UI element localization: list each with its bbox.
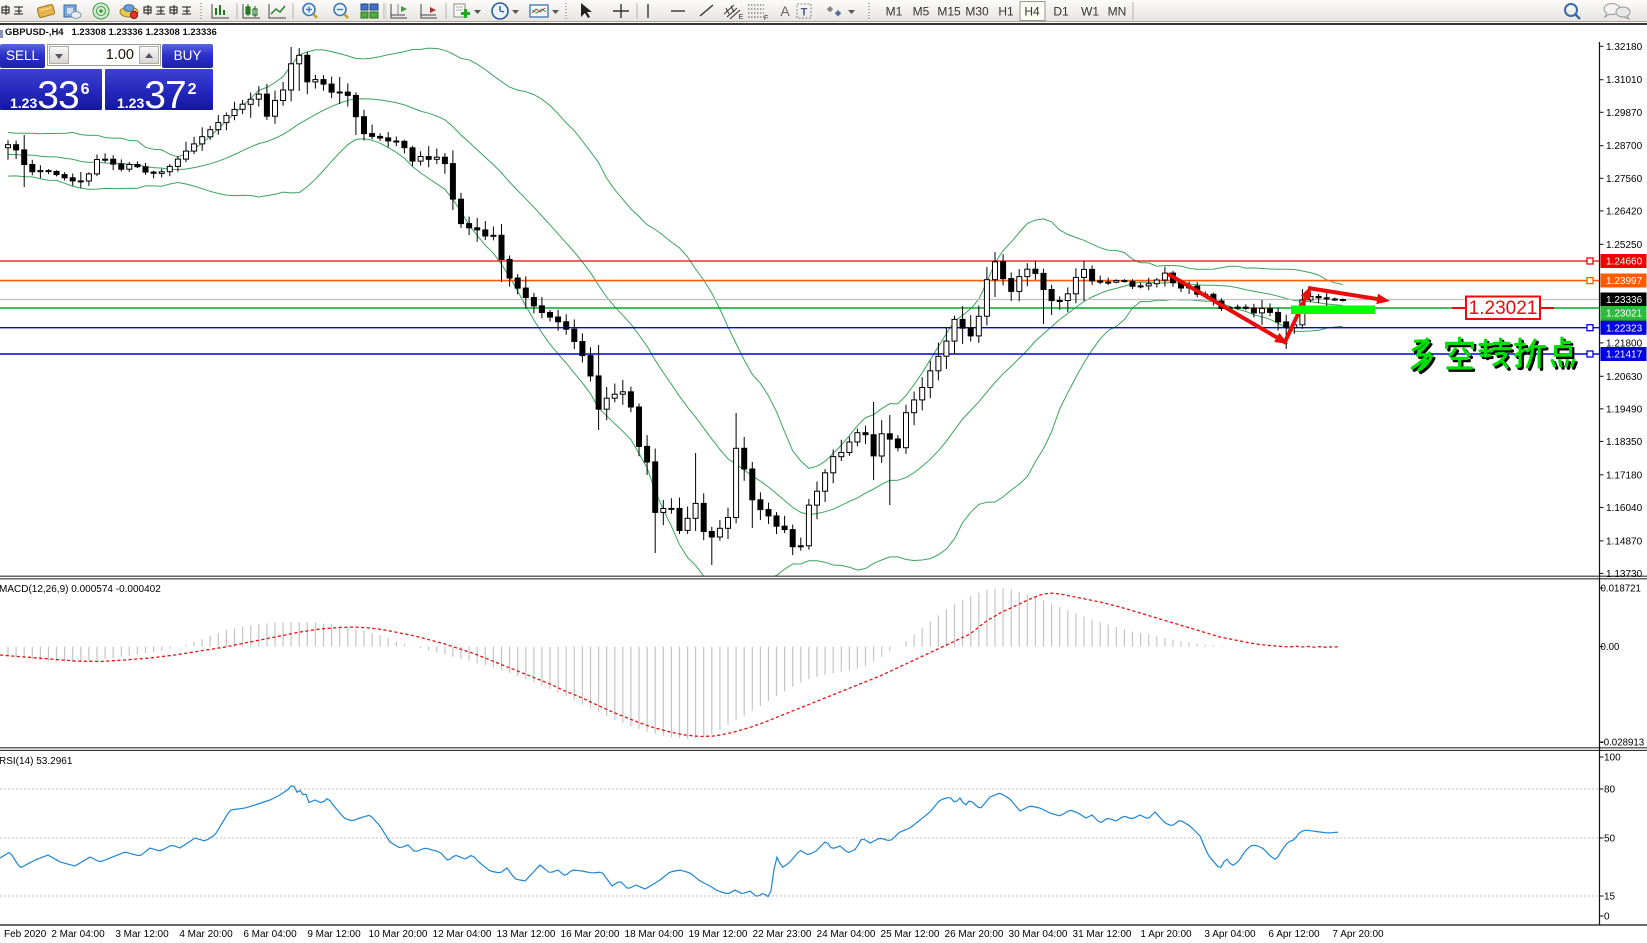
svg-text:26 Mar 20:00: 26 Mar 20:00 [945, 929, 1004, 940]
svg-text:4 Mar 20:00: 4 Mar 20:00 [179, 929, 233, 940]
svg-text:1.13730: 1.13730 [1606, 569, 1643, 580]
svg-text:15: 15 [1604, 892, 1616, 903]
svg-text:-0.028913: -0.028913 [1601, 738, 1645, 749]
svg-text:1.19490: 1.19490 [1606, 404, 1643, 415]
svg-text:1.23336: 1.23336 [1606, 295, 1643, 306]
svg-text:19 Mar 12:00: 19 Mar 12:00 [689, 929, 748, 940]
svg-text:E: E [739, 14, 744, 21]
svg-text:1.20630: 1.20630 [1606, 372, 1643, 383]
svg-text:13 Mar 12:00: 13 Mar 12:00 [497, 929, 556, 940]
svg-text:7 Apr 20:00: 7 Apr 20:00 [1332, 929, 1384, 940]
svg-text:16 Mar 20:00: 16 Mar 20:00 [561, 929, 620, 940]
svg-text:RSI(14) 53.2961: RSI(14) 53.2961 [0, 756, 73, 767]
svg-text:1.18350: 1.18350 [1606, 437, 1643, 448]
svg-text:D1: D1 [1053, 5, 1069, 19]
svg-text:3 Apr 04:00: 3 Apr 04:00 [1204, 929, 1256, 940]
svg-text:M5: M5 [913, 5, 930, 19]
svg-text:1.22323: 1.22323 [1606, 323, 1643, 334]
svg-text:1.23997: 1.23997 [1606, 276, 1643, 287]
svg-text:MN: MN [1108, 5, 1127, 19]
svg-text:2 Mar 04:00: 2 Mar 04:00 [51, 929, 105, 940]
svg-text:10 Mar 20:00: 10 Mar 20:00 [369, 929, 428, 940]
svg-text:6 Mar 04:00: 6 Mar 04:00 [243, 929, 297, 940]
svg-text:A: A [780, 3, 790, 19]
svg-text:T: T [801, 7, 808, 19]
svg-text:12 Mar 04:00: 12 Mar 04:00 [433, 929, 492, 940]
svg-text:9 Mar 12:00: 9 Mar 12:00 [307, 929, 361, 940]
svg-text:1 Apr 20:00: 1 Apr 20:00 [1140, 929, 1192, 940]
svg-text:W1: W1 [1081, 5, 1099, 19]
svg-text:M1: M1 [886, 5, 903, 19]
svg-text:1.16040: 1.16040 [1606, 503, 1643, 514]
svg-text:1.24660: 1.24660 [1606, 257, 1643, 268]
svg-text:M15: M15 [937, 5, 961, 19]
svg-text:1.29870: 1.29870 [1606, 108, 1643, 119]
svg-text:1.32180: 1.32180 [1606, 42, 1643, 53]
svg-text:1.28700: 1.28700 [1606, 141, 1643, 152]
svg-text:22 Mar 23:00: 22 Mar 23:00 [753, 929, 812, 940]
svg-text:24 Mar 04:00: 24 Mar 04:00 [817, 929, 876, 940]
svg-text:0.018721: 0.018721 [1601, 584, 1641, 595]
svg-text:1.26420: 1.26420 [1606, 206, 1643, 217]
svg-text:H4: H4 [1024, 5, 1040, 19]
svg-text:0.00: 0.00 [1601, 642, 1620, 653]
svg-text:31 Mar 12:00: 31 Mar 12:00 [1073, 929, 1132, 940]
svg-text:1.25250: 1.25250 [1606, 240, 1643, 251]
svg-text:50: 50 [1604, 834, 1616, 845]
svg-text:1.31010: 1.31010 [1606, 75, 1643, 86]
svg-text:100: 100 [1604, 753, 1621, 764]
svg-text:MACD(12,26,9) 0.000574 -0.0004: MACD(12,26,9) 0.000574 -0.000402 [0, 584, 161, 595]
svg-text:6 Apr 12:00: 6 Apr 12:00 [1268, 929, 1320, 940]
svg-text:25 Mar 12:00: 25 Mar 12:00 [881, 929, 940, 940]
svg-text:30 Mar 04:00: 30 Mar 04:00 [1009, 929, 1068, 940]
svg-text:H1: H1 [998, 5, 1014, 19]
svg-text:3 Mar 12:00: 3 Mar 12:00 [115, 929, 169, 940]
svg-text:Feb 2020: Feb 2020 [4, 929, 47, 940]
svg-text:1.21417: 1.21417 [1606, 350, 1643, 361]
svg-text:1.27560: 1.27560 [1606, 174, 1643, 185]
svg-text:1.14870: 1.14870 [1606, 536, 1643, 547]
svg-text:80: 80 [1604, 785, 1616, 796]
svg-text:M30: M30 [965, 5, 989, 19]
svg-text:1.17180: 1.17180 [1606, 470, 1643, 481]
svg-text:1.21800: 1.21800 [1606, 338, 1643, 349]
svg-text:1.23021: 1.23021 [1606, 308, 1643, 319]
svg-text:F: F [764, 15, 768, 22]
svg-text:18 Mar 04:00: 18 Mar 04:00 [625, 929, 684, 940]
svg-text:1.23021: 1.23021 [1469, 298, 1538, 319]
svg-text:0: 0 [1604, 912, 1610, 923]
